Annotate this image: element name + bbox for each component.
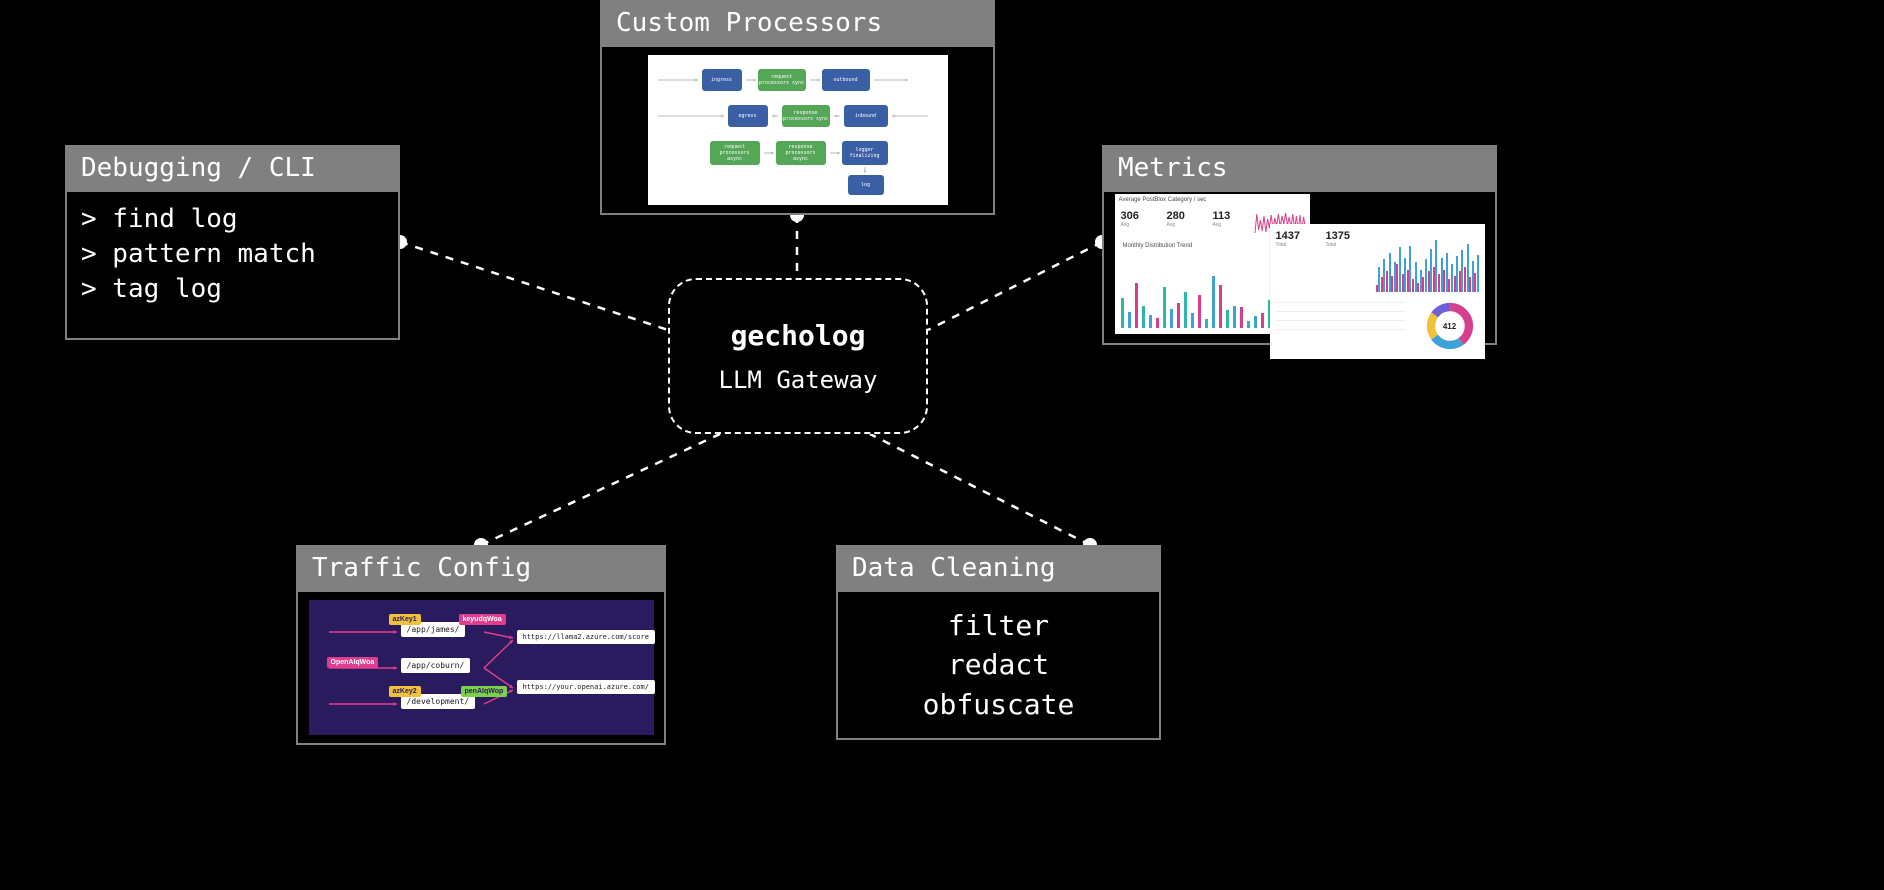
proc-node: outbound [822, 69, 870, 91]
traffic-tag: OpenAIqWoa [327, 657, 379, 668]
box-header-traffic: Traffic Config [298, 547, 664, 592]
cleaning-line: redact [852, 645, 1145, 684]
box-header-cleaning: Data Cleaning [838, 547, 1159, 592]
proc-node: inbound [844, 105, 888, 127]
hub-title: gecholog [731, 319, 866, 352]
diagram-stage: gecholog LLM Gateway Debugging / CLI > f… [0, 0, 1884, 890]
traffic-tag: keyudqWoa [459, 614, 506, 625]
proc-node: logger finalizing [842, 141, 888, 165]
proc-node: response processors sync [782, 105, 830, 127]
traffic-routing-mock: /app/james//app/coburn//development/http… [309, 600, 654, 735]
box-header-metrics: Metrics [1104, 147, 1495, 192]
cleaning-line: filter [852, 606, 1145, 645]
cli-line: > pattern match [81, 237, 384, 272]
box-body-cleaning: filter redact obfuscate [838, 592, 1159, 738]
hub-subtitle: LLM Gateway [719, 366, 878, 394]
box-custom-processors: Custom Processors ingress request process… [600, 0, 995, 215]
traffic-url: https://your.openai.azure.com/ [517, 680, 655, 694]
box-header-processors: Custom Processors [602, 2, 993, 47]
cli-line: > tag log [81, 272, 384, 307]
box-traffic-config: Traffic Config /app/james//app/coburn//d… [296, 545, 666, 745]
traffic-path: /app/coburn/ [401, 658, 471, 673]
cleaning-line: obfuscate [852, 685, 1145, 724]
traffic-tag: azKey1 [389, 614, 421, 625]
traffic-tag: azKey2 [389, 686, 421, 697]
box-metrics: Metrics Average PostBlox Category / sec3… [1102, 145, 1497, 345]
box-debugging-cli: Debugging / CLI > find log > pattern mat… [65, 145, 400, 340]
proc-node: log [848, 175, 884, 195]
box-data-cleaning: Data Cleaning filter redact obfuscate [836, 545, 1161, 740]
hub-gecholog: gecholog LLM Gateway [668, 278, 928, 434]
processors-flow-mock: ingress request processors sync outbound eg… [648, 55, 948, 205]
proc-node: response processors async [776, 141, 826, 165]
box-body-debugging: > find log > pattern match > tag log [67, 192, 398, 319]
proc-node: request processors sync [758, 69, 806, 91]
proc-node: ingress [702, 69, 742, 91]
proc-node: egress [728, 105, 768, 127]
metrics-dashboard-mock: Average PostBlox Category / sec306Avg280… [1115, 194, 1485, 359]
cli-line: > find log [81, 202, 384, 237]
box-header-debugging: Debugging / CLI [67, 147, 398, 192]
proc-node: request processors async [710, 141, 760, 165]
traffic-url: https://llama2.azure.com/score [517, 630, 655, 644]
traffic-tag: penAIqWop [461, 686, 508, 697]
